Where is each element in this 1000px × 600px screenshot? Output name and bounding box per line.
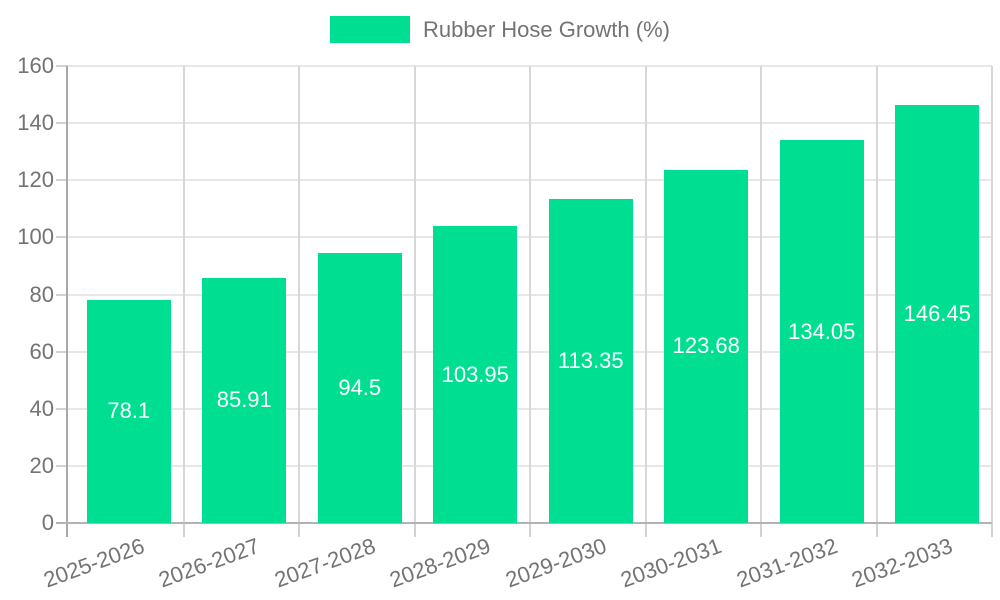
x-tick-label: 2030-2031 — [617, 533, 725, 593]
x-tick-label: 2032-2033 — [848, 533, 956, 593]
bar-value-label: 113.35 — [557, 348, 624, 374]
y-axis-tick — [56, 179, 68, 182]
gridline-vertical — [298, 66, 300, 523]
y-tick-label: 100 — [17, 224, 54, 250]
gridline-vertical — [529, 66, 531, 523]
y-tick-label: 0 — [41, 510, 54, 535]
x-tick-label: 2025-2026 — [39, 533, 148, 593]
gridline-vertical — [644, 66, 647, 523]
y-tick-label: 140 — [17, 110, 54, 136]
x-axis-tick — [875, 523, 878, 537]
y-axis-tick — [56, 407, 68, 410]
legend-item-rubber-hose-growth[interactable]: Rubber Hose Growth (%) — [330, 16, 670, 43]
x-tick-label: 2028-2029 — [386, 533, 494, 593]
y-axis-tick — [56, 65, 68, 67]
gridline-vertical — [991, 66, 993, 523]
y-tick-label: 160 — [17, 53, 54, 78]
bar-2025-2026[interactable] — [86, 299, 171, 523]
gridline-vertical — [875, 66, 878, 523]
x-tick-label: 2031-2032 — [732, 533, 841, 593]
x-tick-label: 2026-2027 — [155, 533, 263, 593]
x-axis-tick — [760, 523, 762, 537]
x-axis-line — [56, 522, 992, 524]
bar-value-label: 123.68 — [672, 333, 740, 359]
bar-value-label: 78.1 — [107, 398, 151, 424]
x-axis-tick — [182, 523, 185, 537]
bar-2029-2030[interactable] — [548, 199, 633, 523]
y-axis-line — [66, 66, 68, 537]
x-tick-label: 2027-2028 — [270, 533, 379, 593]
gridline-vertical — [760, 66, 762, 523]
gridline-vertical — [182, 66, 185, 523]
y-axis-tick — [56, 293, 68, 296]
y-tick-label: 60 — [29, 338, 54, 364]
y-axis-tick — [56, 350, 68, 353]
legend: Rubber Hose Growth (%) — [0, 16, 1000, 43]
bar-2031-2032[interactable] — [779, 140, 864, 523]
y-tick-label: 80 — [29, 281, 54, 307]
bar-2032-2033[interactable] — [895, 104, 980, 523]
y-axis-tick — [56, 464, 68, 467]
x-axis-tick — [413, 523, 416, 537]
gridline-vertical — [413, 66, 416, 523]
bar-value-label: 103.95 — [441, 361, 509, 387]
bar-2030-2031[interactable] — [664, 169, 749, 523]
bar-value-label: 134.05 — [788, 318, 856, 344]
bar-value-label: 146.45 — [903, 300, 971, 326]
y-tick-label: 120 — [17, 167, 54, 193]
bar-value-label: 94.5 — [338, 375, 382, 401]
x-axis-tick — [991, 523, 993, 537]
bar-2028-2029[interactable] — [433, 226, 518, 523]
y-tick-label: 20 — [29, 452, 54, 478]
x-tick-label: 2029-2030 — [501, 533, 610, 593]
legend-label: Rubber Hose Growth (%) — [423, 16, 670, 42]
y-axis-tick — [56, 122, 68, 125]
y-axis-tick — [56, 236, 68, 239]
bar-value-label: 85.91 — [216, 387, 272, 413]
bar-2027-2028[interactable] — [317, 253, 402, 523]
bar-2026-2027[interactable] — [202, 277, 287, 523]
y-tick-label: 40 — [29, 395, 54, 421]
legend-swatch — [330, 16, 410, 43]
x-axis-tick — [644, 523, 647, 537]
x-axis-tick — [298, 523, 300, 537]
x-axis-tick — [529, 523, 531, 537]
